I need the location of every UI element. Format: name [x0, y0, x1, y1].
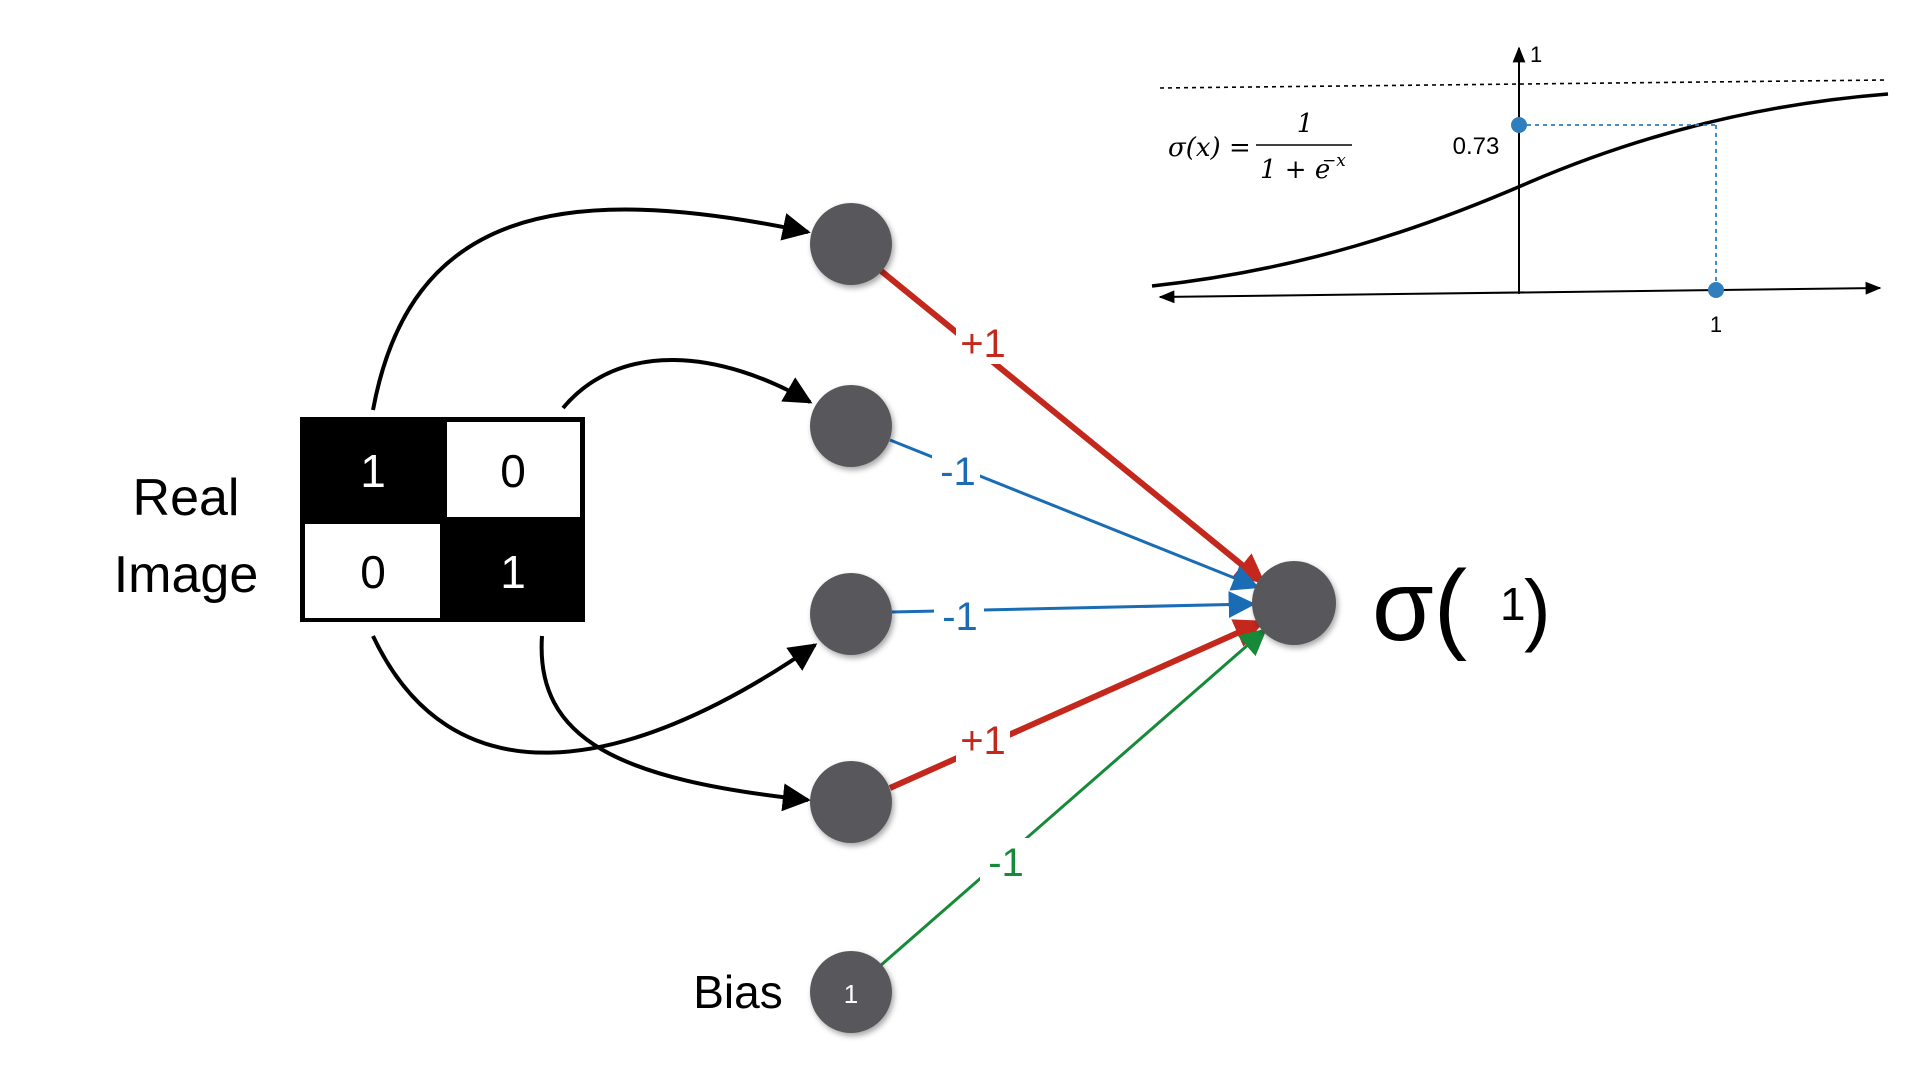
arrow-pixel-3 [371, 635, 818, 755]
input-arrows [371, 207, 818, 812]
y-value-label: 0.73 [1453, 133, 1500, 160]
input-nodes [810, 203, 892, 1033]
bias-label: Bias [693, 966, 782, 1018]
x-marker [1708, 282, 1724, 298]
x-value-label: 1 [1710, 312, 1722, 337]
pixel-value-3: 0 [360, 546, 386, 598]
formula-lhs: σ(x) = [1168, 133, 1251, 163]
sigmoid-curve [1151, 92, 1889, 288]
edge-4-positive [888, 619, 1265, 791]
arrow-pixel-2 [561, 358, 813, 410]
formula-denominator: 1 + e [1260, 155, 1330, 185]
pixel-cell-4 [445, 524, 580, 618]
weight-labels: +1 -1 -1 +1 -1 [932, 318, 1030, 885]
node-4 [810, 761, 892, 843]
weight-label-4: +1 [960, 719, 1006, 763]
formula-exponent: −x [1322, 151, 1346, 171]
pixel-cell-1 [305, 422, 442, 517]
formula-numerator: 1 [1297, 109, 1314, 139]
bias-node-value: 1 [844, 979, 858, 1009]
weight-label-bias: -1 [988, 841, 1024, 885]
edge-1-positive [878, 267, 1266, 585]
pixel-value-2: 0 [500, 445, 526, 497]
node-2 [810, 385, 892, 467]
pixel-cell-2 [447, 422, 580, 517]
pixel-value-4: 1 [500, 546, 526, 598]
input-image: 1 0 0 1 [300, 417, 585, 622]
weight-label-3: -1 [942, 595, 978, 639]
output-close: ) [1524, 564, 1551, 653]
arrow-pixel-1 [371, 207, 811, 411]
output-node [1252, 561, 1336, 645]
input-label-line1: Real [133, 469, 240, 527]
node-1 [810, 203, 892, 285]
weight-label-1: +1 [960, 322, 1006, 366]
pixel-value-1: 1 [360, 445, 386, 497]
input-label: Real Image [114, 469, 259, 604]
output-activation: σ( 1 ) [1372, 550, 1551, 662]
sigmoid-formula: σ(x) = 1 1 + e −x [1168, 109, 1352, 185]
sigmoid-plot: 1 0.73 1 σ(x) = 1 1 + e −x [1151, 42, 1889, 337]
y-marker [1511, 117, 1527, 133]
output-sigma: σ( [1372, 550, 1467, 662]
edge-bias [879, 628, 1268, 968]
bias-node [810, 951, 892, 1033]
asymptote-line [1159, 79, 1887, 89]
input-label-line2: Image [114, 546, 259, 604]
weight-label-2: -1 [940, 450, 976, 494]
arrow-pixel-4 [539, 635, 811, 812]
node-3 [810, 573, 892, 655]
pixel-cell-3 [305, 524, 440, 618]
y-axis-tick-label: 1 [1530, 42, 1542, 67]
output-value: 1 [1500, 578, 1526, 630]
